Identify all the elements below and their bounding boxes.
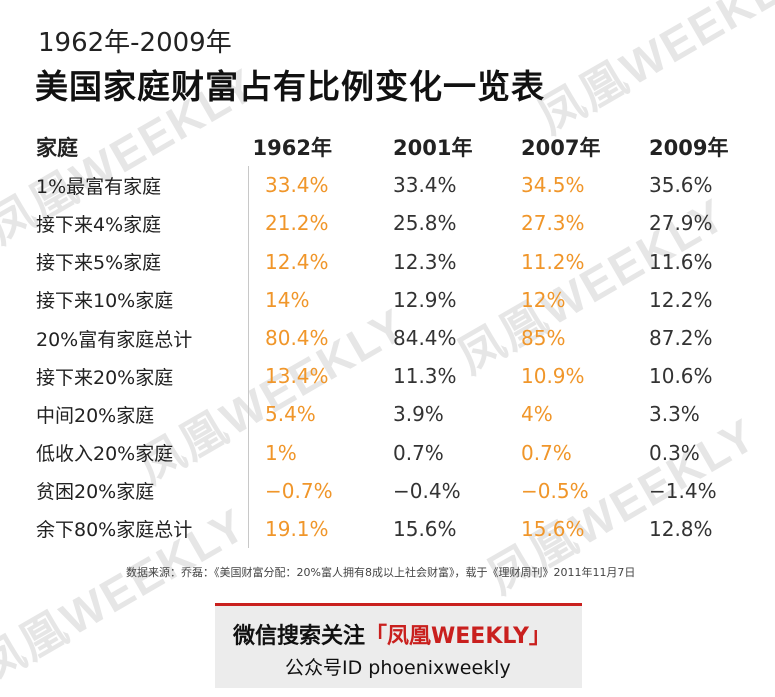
value-cell: 12% bbox=[521, 287, 566, 312]
column-header: 2009年 bbox=[649, 136, 729, 161]
value-cell: 4% bbox=[521, 402, 553, 427]
value-cell: 15.6% bbox=[393, 516, 457, 541]
value-cell: 19.1% bbox=[248, 509, 393, 549]
value-cell: 21.2% bbox=[248, 204, 393, 243]
value-cell: 10.6% bbox=[649, 364, 713, 389]
table-row: 贫困20%家庭 −0.7% −0.4% −0.5% −1.4% bbox=[36, 471, 759, 510]
value-cell: 12.8% bbox=[649, 516, 713, 541]
row-label: 接下来20%家庭 bbox=[36, 366, 174, 389]
value-cell: 0.7% bbox=[393, 440, 444, 465]
value-cell: 0.3% bbox=[649, 440, 700, 465]
value-cell: 1% bbox=[248, 433, 393, 472]
value-cell: 11.2% bbox=[521, 249, 585, 274]
value-cell: 3.3% bbox=[649, 402, 700, 427]
data-source-note: 数据来源：乔磊：《美国财富分配：20%富人拥有8成以上社会财富》，载于《理财周刊… bbox=[126, 566, 636, 579]
row-label: 接下来5%家庭 bbox=[36, 252, 162, 275]
value-cell: 85% bbox=[521, 326, 566, 351]
table-row: 1%最富有家庭 33.4% 33.4% 34.5% 35.6% bbox=[36, 166, 759, 205]
chart-subtitle: 1962年-2009年 bbox=[38, 28, 232, 58]
value-cell: 12.2% bbox=[649, 287, 713, 312]
row-label: 接下来10%家庭 bbox=[36, 290, 174, 313]
value-cell: 33.4% bbox=[393, 173, 457, 198]
value-cell: 84.4% bbox=[393, 326, 457, 351]
value-cell: 15.6% bbox=[521, 516, 585, 541]
value-cell: 33.4% bbox=[248, 166, 393, 205]
table-header-row: 家庭 1962年 2001年 2007年 2009年 bbox=[36, 128, 759, 166]
column-header: 2007年 bbox=[521, 136, 601, 161]
value-cell: 25.8% bbox=[393, 211, 457, 236]
table-row: 接下来20%家庭 13.4% 11.3% 10.9% 10.6% bbox=[36, 357, 759, 396]
value-cell: 0.7% bbox=[521, 440, 572, 465]
table-row: 低收入20%家庭 1% 0.7% 0.7% 0.3% bbox=[36, 433, 759, 472]
value-cell: 14% bbox=[248, 280, 393, 319]
table-row: 接下来5%家庭 12.4% 12.3% 11.2% 11.6% bbox=[36, 242, 759, 281]
column-header: 2001年 bbox=[393, 136, 473, 161]
chart-title: 美国家庭财富占有比例变化一览表 bbox=[35, 67, 545, 106]
table-row: 20%富有家庭总计 80.4% 84.4% 85% 87.2% bbox=[36, 318, 759, 358]
value-cell: 11.3% bbox=[393, 364, 457, 389]
row-label: 低收入20%家庭 bbox=[36, 443, 174, 466]
value-cell: −1.4% bbox=[649, 478, 717, 503]
banner-headline: 微信搜索关注「凤凰WEEKLY」 bbox=[233, 618, 551, 650]
table-row: 接下来10%家庭 14% 12.9% 12% 12.2% bbox=[36, 280, 759, 319]
table-row: 中间20%家庭 5.4% 3.9% 4% 3.3% bbox=[36, 395, 759, 434]
value-cell: −0.5% bbox=[521, 478, 589, 503]
value-cell: 87.2% bbox=[649, 326, 713, 351]
value-cell: 3.9% bbox=[393, 402, 444, 427]
table-body: 1%最富有家庭 33.4% 33.4% 34.5% 35.6% 接下来4%家庭 21.2% 2… bbox=[36, 166, 759, 549]
value-cell: 80.4% bbox=[248, 318, 393, 358]
value-cell: 27.9% bbox=[649, 211, 713, 236]
banner-prefix: 微信搜索关注 bbox=[233, 624, 366, 649]
value-cell: −0.4% bbox=[393, 478, 461, 503]
banner-account-id: 公众号ID phoenixweekly bbox=[285, 657, 511, 679]
value-cell: 11.6% bbox=[649, 249, 713, 274]
table-row: 接下来4%家庭 21.2% 25.8% 27.3% 27.9% bbox=[36, 204, 759, 243]
value-cell: 34.5% bbox=[521, 173, 585, 198]
value-cell: 13.4% bbox=[248, 357, 393, 396]
value-cell: 12.3% bbox=[393, 249, 457, 274]
value-cell: 5.4% bbox=[248, 395, 393, 434]
value-cell: 12.4% bbox=[248, 242, 393, 281]
row-label: 贫困20%家庭 bbox=[36, 481, 155, 504]
banner-brand: 「凤凰WEEKLY」 bbox=[365, 624, 551, 649]
follow-banner: 微信搜索关注「凤凰WEEKLY」 公众号ID phoenixweekly bbox=[215, 603, 582, 688]
column-header: 1962年 bbox=[252, 136, 332, 161]
value-cell: 12.9% bbox=[393, 287, 457, 312]
row-label: 20%富有家庭总计 bbox=[36, 328, 193, 351]
value-cell: 27.3% bbox=[521, 211, 585, 236]
row-label: 中间20%家庭 bbox=[36, 404, 155, 427]
wealth-share-table: 家庭 1962年 2001年 2007年 2009年 1%最富有家庭 33.4% 3… bbox=[36, 128, 759, 549]
column-header: 家庭 bbox=[36, 136, 78, 161]
row-label: 接下来4%家庭 bbox=[36, 213, 162, 236]
row-label: 1%最富有家庭 bbox=[36, 175, 162, 198]
table-row: 余下80%家庭总计 19.1% 15.6% 15.6% 12.8% bbox=[36, 509, 759, 549]
value-cell: 35.6% bbox=[649, 173, 713, 198]
row-label: 余下80%家庭总计 bbox=[36, 519, 193, 542]
value-cell: −0.7% bbox=[248, 471, 393, 510]
value-cell: 10.9% bbox=[521, 364, 585, 389]
